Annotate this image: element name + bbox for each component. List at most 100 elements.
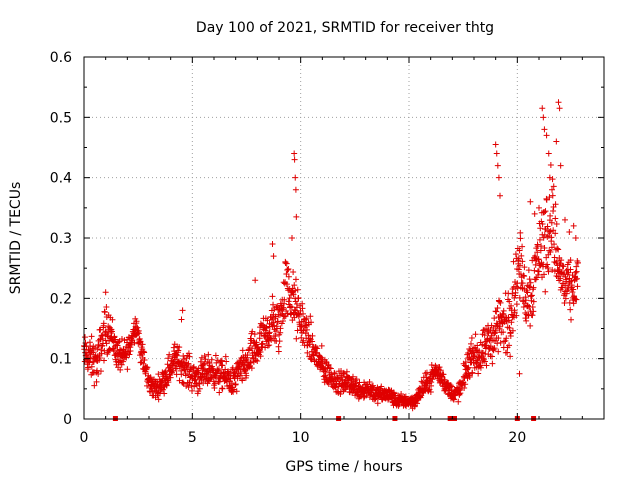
data-point — [528, 292, 535, 299]
data-point — [259, 340, 266, 347]
data-point — [107, 346, 114, 353]
data-point — [553, 221, 560, 228]
data-point — [467, 340, 474, 347]
data-point — [223, 358, 230, 365]
data-point — [481, 358, 488, 365]
data-point — [518, 252, 525, 259]
data-point — [299, 305, 306, 312]
data-point — [96, 355, 103, 362]
y-tick-label: 0.2 — [50, 291, 72, 307]
data-point — [303, 315, 310, 322]
data-point — [429, 376, 436, 383]
data-point — [462, 381, 469, 388]
grid-layer — [84, 57, 604, 419]
data-point — [292, 276, 299, 283]
data-point — [541, 126, 548, 133]
data-point — [500, 329, 507, 336]
data-point — [517, 235, 524, 242]
data-point — [508, 319, 515, 326]
data-point — [275, 348, 282, 355]
data-point — [244, 352, 251, 359]
data-point — [526, 276, 533, 283]
data-point — [283, 281, 290, 288]
data-point — [548, 234, 555, 241]
data-point — [109, 316, 116, 323]
data-point — [283, 260, 290, 267]
data-point — [303, 326, 310, 333]
data-point — [555, 246, 562, 253]
data-point — [287, 311, 294, 318]
data-point — [524, 303, 531, 310]
y-tick-label: 0.5 — [50, 110, 72, 126]
data-point — [574, 283, 581, 290]
data-point — [98, 350, 105, 357]
data-point — [337, 388, 344, 395]
data-point — [131, 339, 138, 346]
data-point — [522, 310, 529, 317]
data-point — [300, 310, 307, 317]
data-point — [509, 327, 516, 334]
data-point — [465, 364, 472, 371]
data-point — [205, 351, 212, 358]
data-point — [543, 196, 550, 203]
data-point — [447, 382, 454, 389]
data-point — [464, 365, 471, 372]
data-point — [314, 345, 321, 352]
data-point — [510, 258, 517, 265]
data-point — [264, 342, 271, 349]
data-point — [308, 319, 315, 326]
data-point — [272, 332, 279, 339]
data-point — [507, 333, 514, 340]
data-point — [175, 347, 182, 354]
data-point — [567, 306, 574, 313]
data-point — [541, 209, 548, 216]
data-point — [555, 99, 562, 106]
data-point — [274, 319, 281, 326]
data-point — [291, 150, 298, 157]
data-point — [572, 235, 579, 241]
data-point — [295, 294, 302, 301]
data-point — [526, 283, 533, 290]
data-point — [533, 274, 540, 281]
data-point — [325, 361, 332, 368]
data-point — [437, 367, 444, 374]
data-point — [239, 347, 246, 354]
data-point — [527, 279, 534, 286]
data-point — [139, 341, 146, 348]
data-point — [228, 380, 235, 387]
data-point — [500, 307, 507, 314]
data-point — [544, 223, 551, 230]
data-point — [294, 286, 301, 293]
data-point — [545, 268, 552, 275]
data-point — [166, 351, 173, 358]
data-point — [308, 356, 315, 363]
data-point — [247, 359, 254, 366]
data-point — [573, 268, 580, 275]
data-point — [525, 267, 532, 274]
data-point — [570, 286, 577, 293]
data-point — [496, 298, 503, 305]
data-point — [124, 366, 131, 373]
data-point — [540, 114, 547, 121]
data-point — [161, 369, 168, 376]
data-point — [286, 295, 293, 302]
data-point — [466, 374, 473, 381]
data-point — [436, 364, 443, 371]
data-point — [517, 229, 524, 236]
data-point — [574, 259, 581, 266]
data-point — [471, 352, 478, 359]
data-point — [548, 219, 555, 226]
data-point — [552, 230, 559, 237]
x-tick-label: 10 — [292, 430, 310, 446]
data-point — [217, 358, 224, 365]
data-point — [476, 348, 483, 355]
data-point — [256, 347, 263, 354]
data-point — [101, 309, 108, 316]
data-point — [557, 275, 564, 282]
data-point — [541, 245, 548, 252]
data-point — [360, 394, 367, 401]
data-point — [568, 316, 575, 323]
data-point — [560, 263, 567, 270]
data-point — [493, 150, 500, 157]
data-point — [529, 304, 536, 311]
